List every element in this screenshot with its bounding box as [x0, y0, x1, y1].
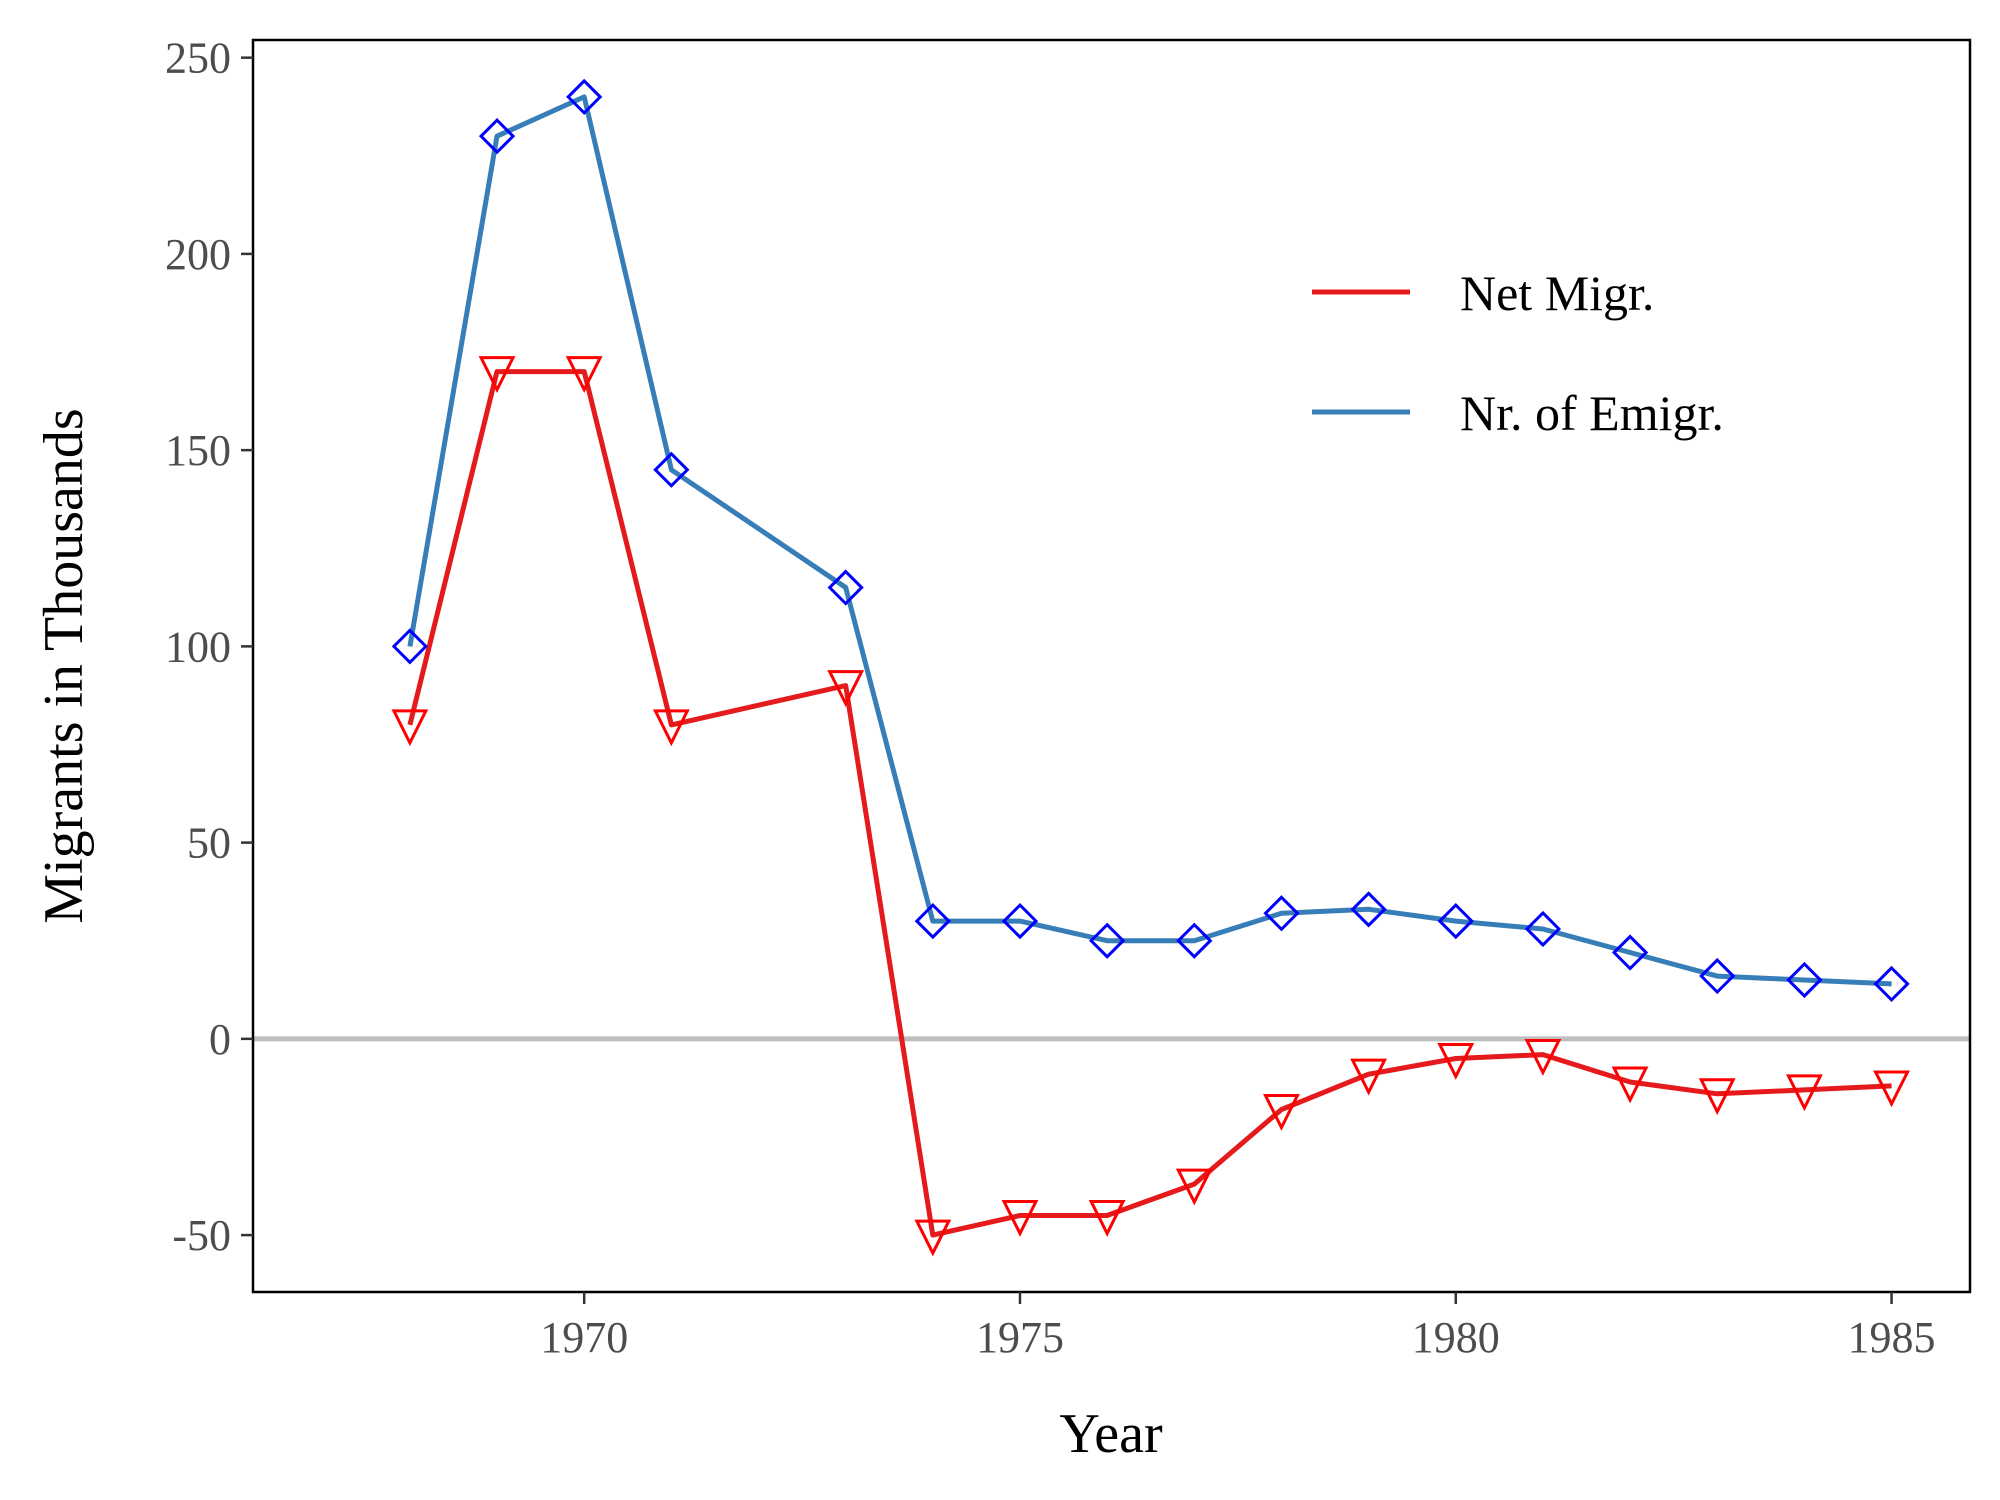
triangle-down-marker [1611, 1066, 1649, 1104]
y-tick-label: 200 [165, 230, 231, 279]
plot-panel [253, 40, 1970, 1292]
diamond-marker [653, 451, 690, 488]
triangle-down-marker [827, 670, 865, 707]
diamond-marker [1699, 957, 1736, 995]
series-nr-of-emigr [391, 78, 1910, 1003]
diamond-marker [827, 569, 864, 606]
triangle-down-marker [391, 709, 429, 747]
plot-border [251, 38, 1972, 1294]
diamond-marker [1873, 965, 1910, 1003]
triangle-down-marker [914, 1219, 952, 1257]
diamond-marker [1089, 922, 1126, 959]
diamond-marker [1176, 922, 1213, 959]
series-net-migr [391, 356, 1910, 1257]
series-line-net-migr [407, 369, 1892, 1238]
diamond-marker [1786, 961, 1823, 999]
diamond-marker [1001, 902, 1039, 940]
y-axis-title: Migrants in Thousands [33, 408, 95, 923]
triangle-down-marker [1175, 1168, 1213, 1206]
diamond-marker [1437, 902, 1474, 940]
y-tick-label: 50 [187, 819, 231, 868]
x-tick-label: 1975 [976, 1313, 1064, 1362]
triangle-down-marker [1001, 1199, 1039, 1237]
y-tick-label: 0 [209, 1015, 231, 1064]
legend-label-nr-of-emigr: Nr. of Emigr. [1460, 385, 1724, 441]
triangle-down-marker [1785, 1074, 1823, 1112]
triangle-down-marker [1873, 1070, 1910, 1108]
legend-label-net-migr: Net Migr. [1460, 265, 1654, 321]
diamond-marker [566, 78, 603, 116]
triangle-down-marker [565, 356, 603, 393]
triangle-down-marker [1350, 1058, 1388, 1096]
triangle-down-marker [1437, 1042, 1475, 1080]
x-tick-label: 1980 [1412, 1313, 1500, 1362]
triangle-down-marker [652, 709, 690, 747]
y-tick-label: 250 [165, 34, 231, 83]
diamond-marker [1524, 910, 1562, 948]
diamond-marker [1350, 891, 1387, 928]
triangle-down-marker [478, 356, 516, 393]
triangle-down-marker [1524, 1039, 1562, 1076]
diamond-marker [914, 902, 951, 940]
diamond-marker [1263, 895, 1300, 932]
triangle-down-marker [1263, 1093, 1300, 1131]
series-line-nr-of-emigr [407, 94, 1892, 987]
x-tick-label: 1985 [1848, 1313, 1936, 1362]
x-tick-label: 1970 [540, 1313, 628, 1362]
diamond-marker [391, 628, 429, 665]
triangle-down-marker [1698, 1078, 1736, 1116]
diamond-marker [1611, 934, 1649, 971]
legend: Net Migr. Nr. of Emigr. [1312, 265, 1724, 441]
y-tick-label: -50 [172, 1211, 231, 1260]
x-axis-title: Year [1059, 1403, 1163, 1465]
diamond-marker [478, 118, 516, 155]
y-tick-label: 100 [165, 622, 231, 671]
triangle-down-marker [1088, 1199, 1126, 1237]
y-tick-label: 150 [165, 426, 231, 475]
